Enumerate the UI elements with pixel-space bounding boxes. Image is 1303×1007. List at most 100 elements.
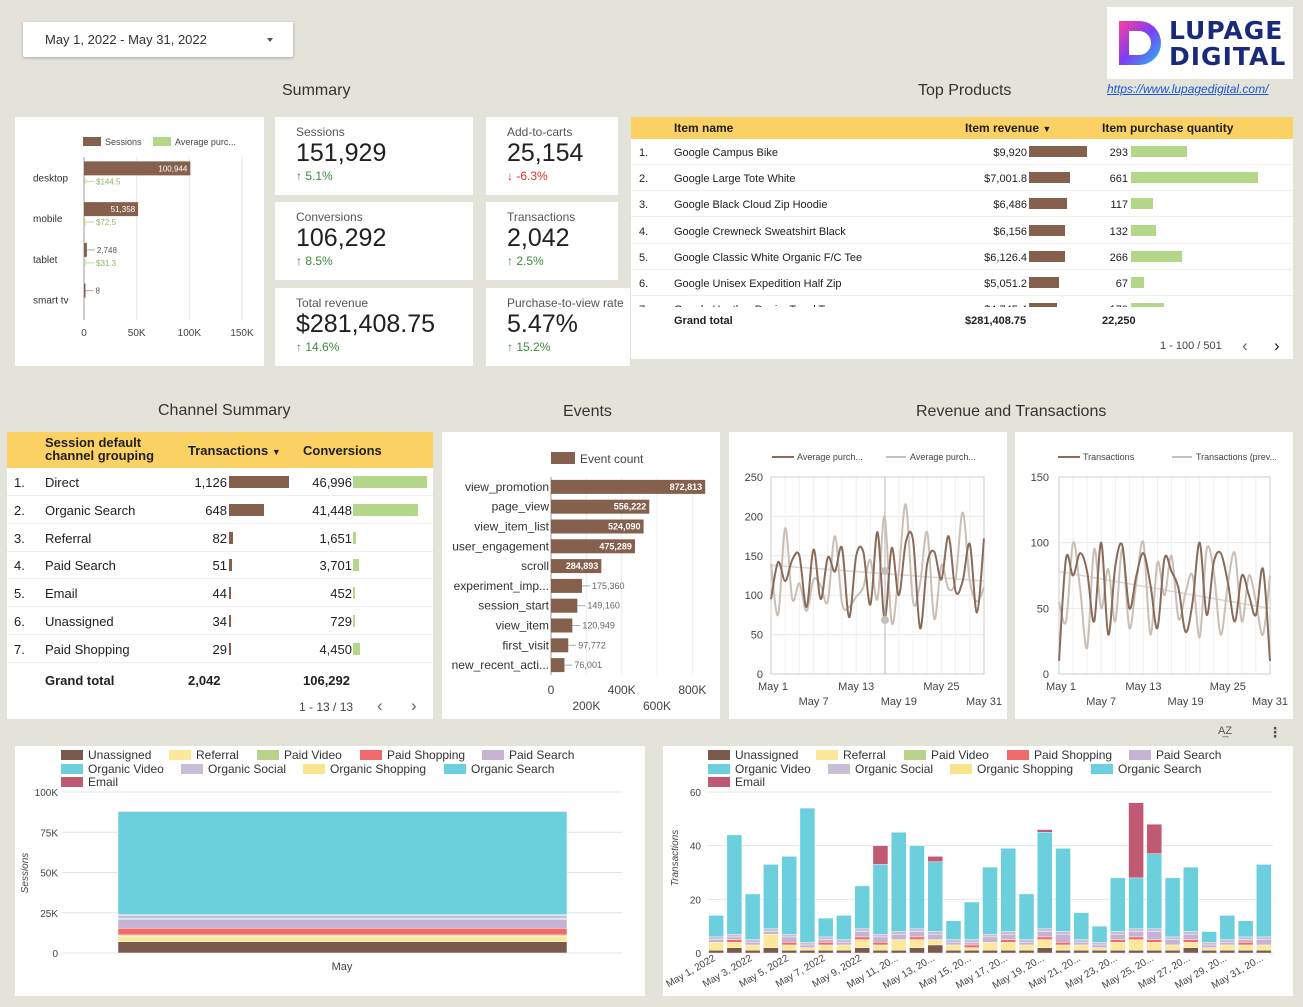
legend-item[interactable]: Organic Shopping (303, 762, 426, 776)
category-label: first_visit (502, 638, 549, 652)
event-bar (551, 578, 582, 593)
event-value-label: 284,893 (566, 561, 599, 571)
legend-item[interactable]: Email (708, 775, 765, 789)
legend-item[interactable]: Paid Video (257, 748, 342, 762)
stack-segment (872, 934, 889, 938)
legend-swatch-avg (153, 137, 171, 146)
event-bar (551, 479, 706, 494)
legend-item[interactable]: Organic Social (181, 762, 286, 776)
stack-segment (1146, 942, 1163, 951)
kpi-transactions: Transactions 2,042 ↑ 2.5% (486, 202, 618, 280)
table-row[interactable]: 4. Paid Search 51 3,701 (7, 551, 433, 580)
item-quantity: 266 (1109, 251, 1128, 264)
date-range-label: May 1, 2022 - May 31, 2022 (45, 32, 207, 47)
col-item-quantity[interactable]: Item purchase quantity (1102, 121, 1234, 135)
col-conversions[interactable]: Conversions (303, 443, 382, 458)
col-channel[interactable]: Session default channel grouping (45, 435, 155, 463)
legend-item[interactable]: Referral (816, 748, 886, 762)
table-header: Session default channel grouping Transac… (7, 432, 433, 468)
item-quantity: 67 (1115, 278, 1128, 290)
stack-segment (927, 861, 943, 932)
item-name: Google Classic White Organic F/C Tee (674, 251, 863, 264)
more-vert-icon[interactable]: ⋮ (1268, 724, 1282, 740)
date-range-picker[interactable]: May 1, 2022 - May 31, 2022 (23, 22, 293, 57)
stack-segment (1256, 944, 1272, 951)
table-row[interactable]: 2. Organic Search 648 41,448 (7, 496, 433, 524)
stack-segment (1091, 925, 1108, 943)
legend-item[interactable]: Organic Video (61, 762, 164, 776)
col-item-name[interactable]: Item name (674, 121, 734, 135)
conversions-bar (353, 531, 356, 544)
col-transactions[interactable]: Transactions ▼ (188, 443, 281, 458)
legend-item[interactable]: Paid Search (1129, 748, 1221, 762)
stack-segment (1128, 802, 1144, 879)
item-name: Google Campus Bike (674, 147, 778, 159)
transactions-bar (229, 642, 231, 655)
table-row[interactable]: 1. Direct 1,126 46,996 (7, 468, 433, 496)
table-row[interactable]: 5. Email 44 452 (7, 579, 433, 608)
table-row[interactable]: 7. Paid Shopping 29 4,450 (7, 635, 433, 663)
prev-page-icon[interactable]: ‹ (377, 696, 383, 715)
website-link[interactable]: https://www.lupagedigital.com/ (1107, 82, 1269, 96)
legend-swatch (1129, 750, 1151, 760)
y-tick-label: 0 (1043, 669, 1049, 681)
stack-segment (117, 941, 568, 954)
stack-segment (1037, 947, 1053, 954)
sort-desc-icon[interactable]: ▼ (1042, 124, 1052, 134)
category-label: tablet (33, 255, 58, 266)
legend-item[interactable]: Paid Search (482, 748, 574, 762)
stack-segment (927, 939, 943, 946)
stack-segment (872, 936, 889, 943)
prev-page-icon[interactable]: ‹ (1242, 336, 1248, 355)
legend-label: Email (88, 775, 119, 789)
legend-item[interactable]: Unassigned (708, 748, 798, 762)
legend-item[interactable]: Organic Video (708, 762, 811, 776)
legend-item[interactable]: Organic Shopping (950, 762, 1073, 776)
conversions-value: 1,651 (319, 530, 352, 546)
transactions-bar (229, 531, 234, 544)
table-row[interactable]: 3. Referral 82 1,651 (7, 524, 433, 552)
legend-swatch (816, 750, 838, 760)
col-item-revenue[interactable]: Item revenue ▼ (965, 121, 1052, 135)
legend-item[interactable]: Organic Social (828, 762, 933, 776)
kpi-total-revenue: Total revenue $281,408.75 ↑ 14.6% (275, 288, 473, 366)
stack-segment (1110, 931, 1126, 935)
legend-item[interactable]: Referral (169, 748, 239, 762)
legend-item[interactable]: Paid Shopping (360, 748, 465, 762)
next-page-icon[interactable]: › (1274, 336, 1280, 355)
stack-segment (1128, 928, 1144, 932)
sort-desc-icon[interactable]: ▼ (271, 447, 281, 457)
legend-item[interactable]: Paid Video (904, 748, 989, 762)
legend-label: Paid Video (284, 748, 342, 762)
stack-segment (726, 947, 743, 954)
chevron-down-icon[interactable] (267, 38, 273, 42)
row-index: 6. (639, 278, 649, 290)
stack-segment (836, 915, 852, 940)
legend-item[interactable]: Organic Search (1091, 762, 1201, 776)
chart-legend: Unassigned Referral Paid Video Paid Shoppin… (61, 748, 641, 792)
legend-item[interactable]: Unassigned (61, 748, 151, 762)
table-row[interactable]: 6. Unassigned 34 729 (7, 607, 433, 635)
kpi-delta: ↑ 2.5% (507, 254, 544, 268)
item-revenue: $5,051.2 (984, 278, 1027, 290)
x-tick-label: 0 (81, 328, 87, 339)
legend-item[interactable]: Organic Search (444, 762, 554, 776)
legend-item[interactable]: Email (61, 775, 118, 789)
legend-swatch (61, 764, 83, 774)
y-tick-label: 25K (40, 909, 58, 920)
grand-total-row: Grand total 2,042 106,292 (7, 668, 433, 690)
stack-segment (117, 914, 568, 919)
stack-segment (799, 807, 816, 943)
next-page-icon[interactable]: › (411, 696, 417, 715)
stack-segment (964, 944, 980, 948)
grand-total-qty: 22,250 (1102, 315, 1136, 327)
legend-item[interactable]: Paid Shopping (1007, 748, 1112, 762)
y-tick-label: 0 (52, 949, 58, 960)
stack-segment (1037, 939, 1053, 948)
legend-swatch (551, 452, 575, 464)
stack-segment (1183, 947, 1199, 954)
sort-az-icon[interactable]: A͢Z (1218, 725, 1233, 737)
x-tick-label: May 25 (1210, 681, 1246, 693)
legend-label: Unassigned (735, 748, 799, 762)
revenue-bar (1029, 198, 1067, 210)
